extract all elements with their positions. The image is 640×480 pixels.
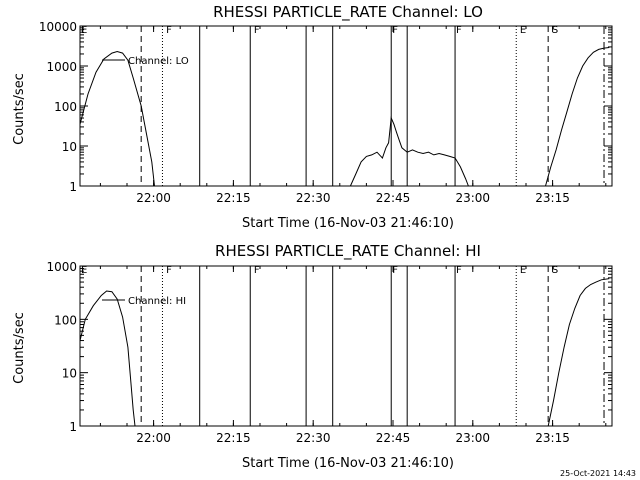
marker-letter-label: E <box>81 265 87 276</box>
marker-letter-label: S <box>552 25 558 36</box>
plot-area: 22:00 22:15 22:30 22:45 23:00 23:15 1 10 100 1000… <box>39 20 613 205</box>
marker-letter-label: E <box>520 265 526 276</box>
hi-channel-panel: RHESSI PARTICLE_RATE Channel: HI Start T… <box>12 242 613 471</box>
x-tick-label: 23:00 <box>455 431 490 445</box>
x-tick-label: 22:45 <box>376 191 411 205</box>
x-tick-label: 22:15 <box>216 431 251 445</box>
y-tick-label: 1000 <box>46 260 77 274</box>
x-tick-label: 22:00 <box>136 191 171 205</box>
x-tick-label: 23:15 <box>535 431 570 445</box>
marker-letter-label: F <box>254 265 260 276</box>
x-axis-label: Start Time (16-Nov-03 21:46:10) <box>242 456 454 471</box>
x-tick-label: 23:00 <box>455 191 490 205</box>
x-tick-label: 22:15 <box>216 191 251 205</box>
marker-letter-label: F <box>166 265 172 276</box>
timestamp-stamp: 25-Oct-2021 14:43 <box>560 469 636 478</box>
marker-letter-label: F <box>254 25 260 36</box>
legend-label: Channel: HI <box>128 296 186 307</box>
x-tick-label: 22:30 <box>296 191 331 205</box>
y-tick-label: 10000 <box>39 20 77 34</box>
chart-title: RHESSI PARTICLE_RATE Channel: HI <box>215 242 481 261</box>
x-tick-label: 22:45 <box>376 431 411 445</box>
legend-label: Channel: LO <box>128 56 189 67</box>
x-tick-label: 22:30 <box>296 431 331 445</box>
series-line <box>545 47 610 187</box>
marker-letter-label: E <box>81 25 87 36</box>
series-line <box>349 116 469 187</box>
plot-frame <box>79 265 613 427</box>
marker-letter-label: F <box>166 25 172 36</box>
plot-area: 22:00 22:15 22:30 22:45 23:00 23:15 1 10 100 1000… <box>46 260 613 445</box>
y-axis-label: Counts/sec <box>12 73 27 145</box>
y-axis-label: Counts/sec <box>12 312 27 384</box>
x-axis-label: Start Time (16-Nov-03 21:46:10) <box>242 216 454 231</box>
marker-letter-label: F <box>456 265 462 276</box>
series-line <box>79 50 155 187</box>
plot-frame <box>79 25 613 187</box>
lo-channel-panel: RHESSI PARTICLE_RATE Channel: LO Start T… <box>12 3 613 231</box>
marker-letter-label: E <box>520 25 526 36</box>
marker-letter-label: F <box>392 265 398 276</box>
y-tick-label: 100 <box>54 313 77 327</box>
y-tick-label: 1000 <box>46 60 77 74</box>
marker-letter-label: F <box>456 25 462 36</box>
x-tick-label: 22:00 <box>136 431 171 445</box>
y-tick-label: 1 <box>69 420 77 434</box>
y-tick-label: 1 <box>69 180 77 194</box>
chart-title: RHESSI PARTICLE_RATE Channel: LO <box>213 3 483 22</box>
marker-letter-label: S <box>552 265 558 276</box>
y-tick-label: 10 <box>62 367 77 381</box>
y-tick-label: 10 <box>62 140 77 154</box>
series-line <box>79 290 136 427</box>
y-tick-label: 100 <box>54 100 77 114</box>
marker-letter-label: F <box>392 25 398 36</box>
x-tick-label: 23:15 <box>535 191 570 205</box>
series-line <box>547 278 610 427</box>
